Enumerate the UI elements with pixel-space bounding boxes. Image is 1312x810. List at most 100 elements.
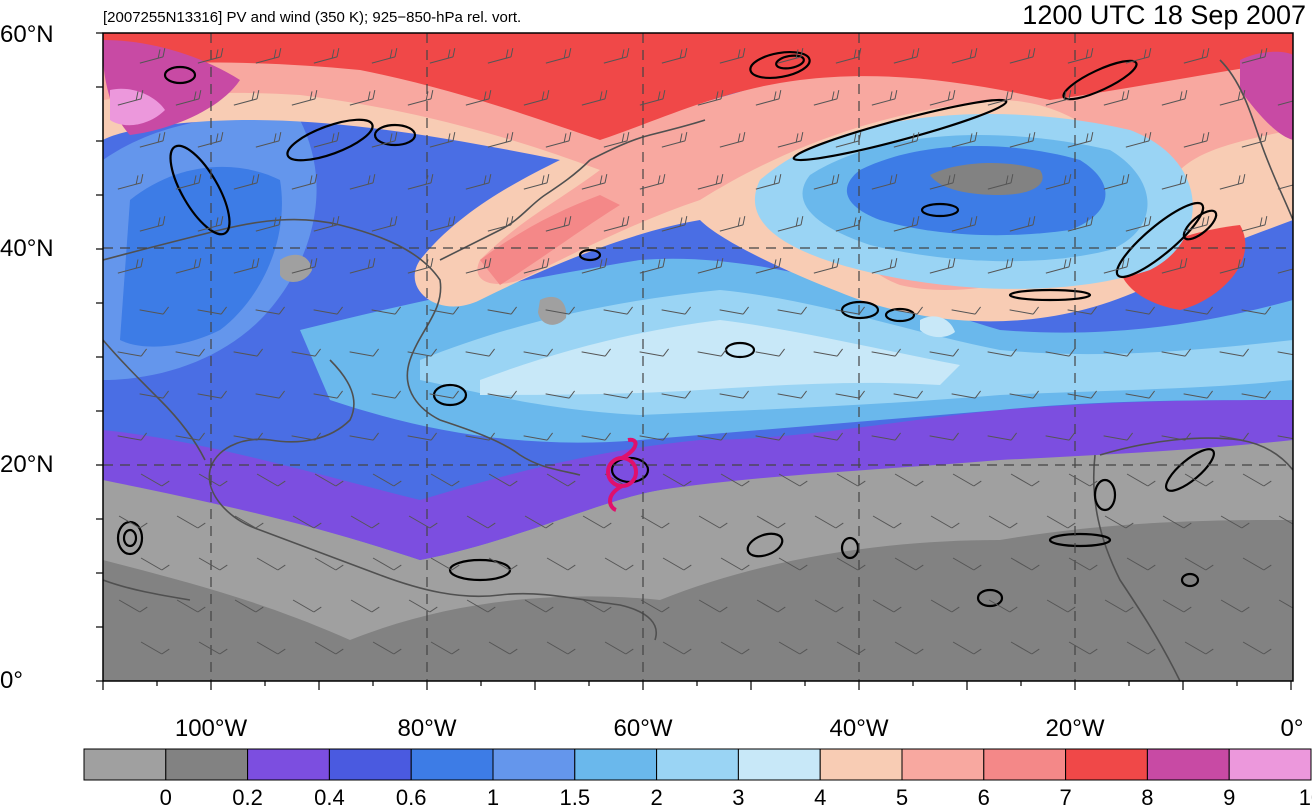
wind-barb-68 xyxy=(407,174,434,190)
wind-barb-9 xyxy=(661,48,688,64)
wind-barb-291 xyxy=(1162,599,1192,613)
barb-flag xyxy=(836,432,843,441)
barb-shaft xyxy=(697,435,722,441)
wind-barb-21 xyxy=(117,90,144,106)
barb-flag xyxy=(452,216,456,225)
barb-shaft xyxy=(720,473,743,487)
barb-flag-2 xyxy=(773,175,777,185)
wind-barb-231 xyxy=(118,515,148,529)
barb-flag xyxy=(372,258,376,267)
wind-barb-66 xyxy=(291,174,318,190)
barb-flag xyxy=(567,648,576,655)
barb-shaft xyxy=(313,56,338,64)
barb-flag-2 xyxy=(599,175,603,185)
lon-label-20w: 20°W xyxy=(1045,715,1105,742)
barb-flag xyxy=(952,348,959,357)
lat-label-equator: 0° xyxy=(0,667,23,694)
barb-shaft xyxy=(988,599,1011,613)
wind-barb-125 xyxy=(1277,259,1300,274)
wind-barb-249 xyxy=(1162,515,1192,529)
barb-flag-2 xyxy=(1294,259,1300,268)
colorbar-label: 7 xyxy=(1059,785,1072,810)
barb-shaft xyxy=(140,641,163,655)
barb-shaft xyxy=(893,56,918,64)
wind-barb-209 xyxy=(1277,435,1293,441)
barb-shaft xyxy=(523,351,548,357)
wind-barb-156 xyxy=(639,348,669,357)
barb-shaft xyxy=(952,641,975,655)
barb-shaft xyxy=(1103,351,1128,357)
wind-barb-4 xyxy=(371,48,398,64)
barb-shaft xyxy=(1045,182,1070,190)
wind-barb-36 xyxy=(987,90,1014,106)
pv-region-22 xyxy=(920,316,955,338)
colorbar-label: 8 xyxy=(1141,785,1154,810)
barb-shaft xyxy=(720,641,743,655)
barb-flag xyxy=(256,432,263,441)
barb-flag xyxy=(1090,48,1094,57)
barb-flag xyxy=(567,480,576,487)
wind-barb-169 xyxy=(197,390,227,399)
barb-flag-2 xyxy=(1005,175,1009,185)
barb-shaft xyxy=(1067,224,1092,232)
wind-barb-173 xyxy=(429,390,459,399)
wind-barb-84 xyxy=(139,216,166,232)
barb-shaft xyxy=(487,393,512,399)
barb-flag-2 xyxy=(1063,259,1067,269)
wind-barb-152 xyxy=(407,348,437,357)
pv-shading xyxy=(103,33,1293,681)
barb-flag xyxy=(278,306,285,315)
wind-barb-58 xyxy=(1067,132,1094,148)
lon-label-100w: 100°W xyxy=(174,715,248,742)
barb-shaft xyxy=(1242,557,1265,571)
barb-flag xyxy=(372,432,379,441)
barb-flag xyxy=(393,480,402,487)
barb-shaft xyxy=(603,224,628,232)
barb-shaft xyxy=(951,224,976,232)
barb-shaft xyxy=(350,599,373,613)
wind-barb-92 xyxy=(603,216,630,232)
barb-shaft xyxy=(1278,515,1293,529)
wind-barb-217 xyxy=(546,473,576,487)
barb-shaft xyxy=(778,473,801,487)
wind-barb-167 xyxy=(1277,351,1293,357)
barb-flag xyxy=(603,606,612,613)
wind-barb-242 xyxy=(756,515,786,529)
barb-shaft xyxy=(951,309,976,315)
coastline-6 xyxy=(1099,437,1293,471)
storm-arm-bottom xyxy=(608,484,624,512)
barb-flag xyxy=(1147,564,1156,571)
barb-shaft xyxy=(1277,266,1293,274)
barb-flag-2 xyxy=(657,91,661,101)
barb-flag-2 xyxy=(157,49,161,59)
barb-shaft xyxy=(313,224,338,232)
wind-barb-301 xyxy=(546,641,576,655)
barb-flag xyxy=(510,390,517,399)
wind-barb-115 xyxy=(697,258,724,274)
barb-flag xyxy=(452,390,459,399)
barb-flag xyxy=(140,174,144,183)
wind-barb-90 xyxy=(487,216,514,232)
barb-shaft xyxy=(407,266,432,274)
barb-flag-2 xyxy=(911,217,915,227)
wind-barb-271 xyxy=(1242,557,1272,571)
wind-barb-214 xyxy=(372,473,402,487)
barb-flag xyxy=(974,216,978,225)
barb-shaft xyxy=(1161,266,1186,274)
barb-shaft xyxy=(814,599,837,613)
barb-flag xyxy=(604,432,611,441)
barb-flag xyxy=(335,564,344,571)
wind-barb-157 xyxy=(697,348,727,357)
wind-barb-276 xyxy=(292,599,322,613)
barb-shaft xyxy=(697,182,722,190)
barb-shaft xyxy=(697,266,722,274)
barb-flag xyxy=(1264,48,1268,57)
barb-shaft xyxy=(234,599,257,613)
barb-flag xyxy=(662,348,669,357)
barb-flag xyxy=(684,216,688,225)
barb-shaft xyxy=(1009,224,1034,232)
barb-shaft xyxy=(755,351,780,357)
wind-barb-147 xyxy=(117,348,147,357)
barb-flag-2 xyxy=(1201,133,1205,143)
wind-barb-252 xyxy=(140,557,170,571)
